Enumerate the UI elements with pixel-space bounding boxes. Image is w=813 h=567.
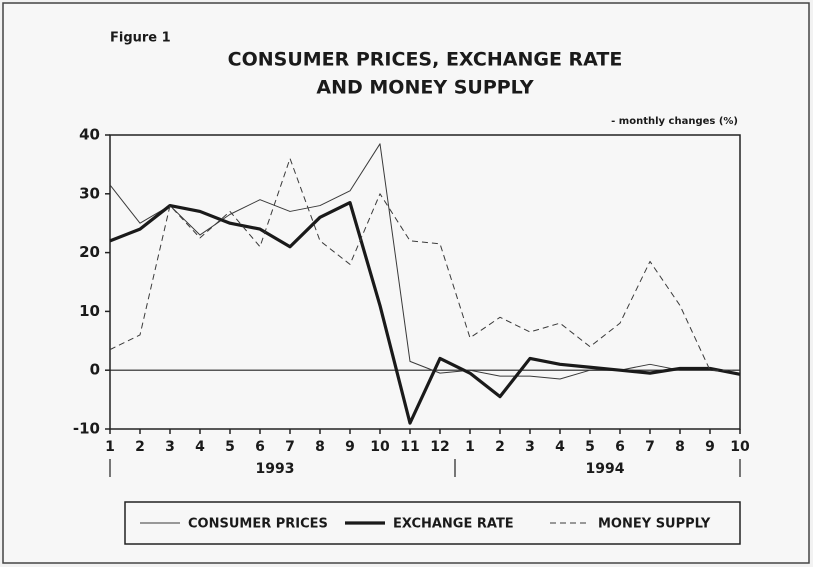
x-tick-label: 1	[465, 439, 475, 455]
x-tick-label: 7	[285, 439, 295, 455]
x-tick-label: 4	[555, 439, 565, 455]
x-tick-label: 3	[525, 439, 535, 455]
legend-label: EXCHANGE RATE	[393, 517, 514, 532]
x-tick-label: 7	[645, 439, 655, 455]
x-tick-label: 11	[400, 439, 419, 455]
x-tick-label: 9	[345, 439, 355, 455]
series-line	[109, 158, 740, 371]
y-tick-label: 0	[90, 361, 100, 379]
x-tick-label: 12	[430, 439, 449, 455]
chart-title: CONSUMER PRICES, EXCHANGE RATE	[228, 49, 623, 71]
group-label: 1994	[586, 461, 625, 477]
y-tick-label: 20	[79, 243, 100, 261]
subtitle: - monthly changes (%)	[611, 116, 738, 127]
x-tick-label: 2	[135, 439, 145, 455]
y-tick-label: 30	[79, 184, 100, 202]
x-tick-label: 8	[675, 439, 685, 455]
x-tick-label: 6	[255, 439, 265, 455]
x-tick-label: 1	[105, 439, 115, 455]
x-tick-label: 9	[705, 439, 715, 455]
x-tick-label: 8	[315, 439, 325, 455]
legend-label: MONEY SUPPLY	[598, 517, 711, 532]
x-tick-label: 10	[370, 439, 390, 455]
y-tick-label: 40	[79, 126, 100, 144]
legend-box	[124, 501, 741, 545]
x-tick-label: 6	[615, 439, 625, 455]
legend-label: CONSUMER PRICES	[188, 517, 328, 532]
figure-label: Figure 1	[110, 31, 171, 46]
x-tick-label: 2	[495, 439, 505, 455]
x-tick-label: 5	[225, 439, 235, 455]
chart-title: AND MONEY SUPPLY	[316, 77, 533, 99]
y-tick-label: -10	[73, 420, 100, 438]
x-tick-label: 3	[165, 439, 175, 455]
x-tick-label: 10	[730, 439, 750, 455]
series-line	[109, 201, 741, 425]
y-tick-label: 10	[79, 302, 100, 320]
x-tick-label: 5	[585, 439, 595, 455]
group-label: 1993	[256, 461, 295, 477]
x-tick-label: 4	[195, 439, 205, 455]
plot-frame	[109, 134, 741, 430]
